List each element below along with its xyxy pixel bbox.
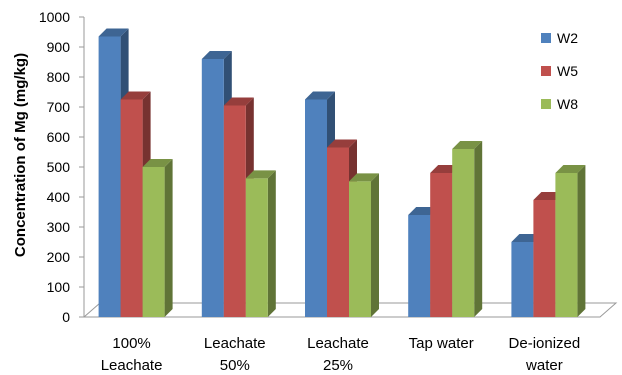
x-category-label: 25% — [323, 357, 353, 374]
bar-side — [165, 159, 173, 317]
x-category-label: Leachate — [307, 335, 369, 352]
legend: W2 W5 W8 — [541, 30, 578, 112]
x-category-label: De-ionized — [509, 335, 581, 352]
y-tick-label: 800 — [47, 69, 71, 85]
bar-w8-1 — [246, 170, 276, 317]
bar-w8-0 — [143, 159, 173, 317]
bar-front — [99, 37, 121, 318]
y-tick-label: 700 — [47, 99, 71, 115]
bar-front — [408, 215, 430, 317]
bar-front — [349, 181, 371, 317]
bar-front — [452, 149, 474, 317]
y-tick-label: 400 — [47, 189, 71, 205]
bar-front — [327, 148, 349, 318]
y-tick-label: 600 — [47, 129, 71, 145]
x-category-label: 50% — [220, 357, 250, 374]
bar-front — [246, 178, 268, 317]
legend-swatch-w5 — [541, 66, 551, 76]
bars — [99, 29, 586, 318]
y-tick-label: 900 — [47, 39, 71, 55]
bar-side — [268, 170, 276, 317]
y-axis: 0 100 200 300 400 500 600 700 800 900 1000 — [39, 9, 84, 325]
bar-front — [511, 242, 533, 317]
bar-w8-4 — [555, 165, 585, 317]
legend-label-w8: W8 — [557, 96, 578, 112]
x-category-label: Leachate — [204, 335, 266, 352]
legend-swatch-w2 — [541, 33, 551, 43]
bar-side — [577, 165, 585, 317]
bar-side — [371, 173, 379, 317]
bar-front — [224, 106, 246, 318]
x-category-label: Leachate — [101, 357, 163, 374]
y-tick-label: 300 — [47, 219, 71, 235]
legend-label-w2: W2 — [557, 30, 578, 46]
bar-side — [474, 141, 482, 317]
x-category-label: 100% — [112, 335, 150, 352]
bar-front — [143, 167, 165, 317]
y-tick-label: 1000 — [39, 9, 70, 25]
bar-front — [533, 200, 555, 317]
legend-swatch-w8 — [541, 99, 551, 109]
y-axis-label: Concentration of Mg (mg/kg) — [12, 53, 29, 257]
bar-front — [555, 173, 577, 317]
y-tick-label: 100 — [47, 279, 71, 295]
legend-label-w5: W5 — [557, 63, 578, 79]
x-category-label: Tap water — [409, 335, 474, 352]
y-tick-label: 200 — [47, 249, 71, 265]
bar-front — [305, 100, 327, 318]
y-tick-label: 0 — [62, 309, 70, 325]
bar-front — [202, 59, 224, 317]
bar-front — [430, 173, 452, 317]
bar-front — [121, 100, 143, 318]
bar-w8-2 — [349, 173, 379, 317]
y-tick-label: 500 — [47, 159, 71, 175]
x-axis-category-labels: 100% Leachate Leachate 50% Leachate 25% Tap wa… — [101, 335, 581, 374]
bar-w8-3 — [452, 141, 482, 317]
x-category-label: water — [525, 357, 563, 374]
